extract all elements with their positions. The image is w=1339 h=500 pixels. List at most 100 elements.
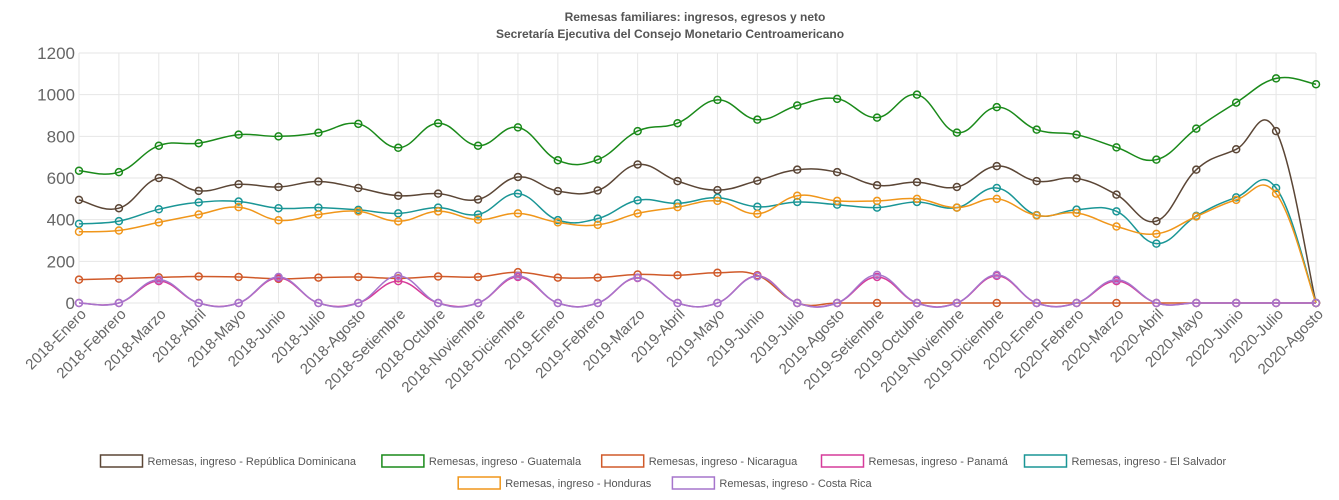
data-point[interactable] xyxy=(553,298,563,308)
data-point[interactable] xyxy=(633,273,642,282)
data-point[interactable] xyxy=(354,207,363,216)
data-point[interactable] xyxy=(114,226,124,235)
data-point[interactable] xyxy=(992,183,1002,193)
data-point[interactable] xyxy=(832,94,842,104)
data-point[interactable] xyxy=(473,298,483,308)
data-point[interactable] xyxy=(1112,222,1121,231)
data-point[interactable] xyxy=(793,191,802,200)
data-point[interactable] xyxy=(1072,298,1081,308)
data-point[interactable] xyxy=(992,298,1002,308)
data-point[interactable] xyxy=(194,198,203,207)
data-point[interactable] xyxy=(74,227,84,236)
data-point[interactable] xyxy=(952,298,962,308)
data-point[interactable] xyxy=(633,126,642,136)
data-point[interactable] xyxy=(952,203,962,212)
data-point[interactable] xyxy=(713,268,722,278)
data-point[interactable] xyxy=(274,216,283,225)
data-point[interactable] xyxy=(1032,176,1041,186)
data-point[interactable] xyxy=(274,203,283,213)
legend-item[interactable]: Remesas, ingreso - Panamá xyxy=(820,454,1009,468)
data-point[interactable] xyxy=(633,196,642,205)
data-point[interactable] xyxy=(553,273,563,282)
legend-item[interactable]: Remesas, ingreso - Guatemala xyxy=(381,454,582,468)
data-point[interactable] xyxy=(274,272,283,282)
data-point[interactable] xyxy=(753,209,762,219)
data-point[interactable] xyxy=(393,276,403,286)
data-point[interactable] xyxy=(832,298,842,308)
data-point[interactable] xyxy=(713,298,722,308)
data-point[interactable] xyxy=(314,298,323,308)
data-point[interactable] xyxy=(74,219,84,229)
data-point[interactable] xyxy=(473,272,483,282)
data-point[interactable] xyxy=(194,210,203,219)
data-point[interactable] xyxy=(1231,98,1241,107)
data-point[interactable] xyxy=(912,90,922,99)
data-point[interactable] xyxy=(194,138,203,148)
data-point[interactable] xyxy=(154,275,164,284)
data-point[interactable] xyxy=(154,218,164,227)
data-point[interactable] xyxy=(354,272,363,282)
data-point[interactable] xyxy=(553,218,563,227)
data-point[interactable] xyxy=(234,202,243,212)
data-point[interactable] xyxy=(314,210,323,219)
data-point[interactable] xyxy=(194,298,203,308)
data-point[interactable] xyxy=(992,102,1002,112)
data-point[interactable] xyxy=(872,113,882,122)
data-point[interactable] xyxy=(593,186,602,195)
data-point[interactable] xyxy=(1231,195,1241,205)
data-point[interactable] xyxy=(1192,298,1201,308)
data-point[interactable] xyxy=(593,155,602,164)
data-point[interactable] xyxy=(1231,193,1241,202)
data-point[interactable] xyxy=(314,177,323,186)
data-point[interactable] xyxy=(1192,124,1201,133)
data-point[interactable] xyxy=(433,298,443,308)
data-point[interactable] xyxy=(912,177,922,187)
data-point[interactable] xyxy=(673,176,682,186)
data-point[interactable] xyxy=(1192,212,1201,221)
data-point[interactable] xyxy=(673,271,682,280)
data-point[interactable] xyxy=(553,186,563,196)
data-point[interactable] xyxy=(793,165,802,174)
data-point[interactable] xyxy=(872,270,882,280)
data-point[interactable] xyxy=(753,176,762,185)
data-point[interactable] xyxy=(832,196,842,206)
data-point[interactable] xyxy=(1112,207,1121,216)
data-point[interactable] xyxy=(1032,125,1041,134)
data-point[interactable] xyxy=(114,298,124,308)
data-point[interactable] xyxy=(553,156,563,165)
data-point[interactable] xyxy=(473,195,483,204)
data-point[interactable] xyxy=(952,182,962,192)
data-point[interactable] xyxy=(354,119,363,129)
data-point[interactable] xyxy=(912,194,922,204)
data-point[interactable] xyxy=(393,143,403,153)
data-point[interactable] xyxy=(912,298,922,308)
data-point[interactable] xyxy=(194,186,203,196)
data-point[interactable] xyxy=(1112,275,1121,284)
data-point[interactable] xyxy=(793,298,802,308)
data-point[interactable] xyxy=(673,202,682,212)
data-point[interactable] xyxy=(274,132,283,141)
data-point[interactable] xyxy=(992,161,1002,171)
data-point[interactable] xyxy=(314,128,323,138)
data-point[interactable] xyxy=(513,172,523,182)
data-point[interactable] xyxy=(393,209,403,218)
data-point[interactable] xyxy=(74,275,84,284)
data-point[interactable] xyxy=(1072,208,1081,218)
data-point[interactable] xyxy=(114,274,124,283)
data-point[interactable] xyxy=(74,298,84,308)
data-point[interactable] xyxy=(872,196,882,206)
data-point[interactable] xyxy=(992,270,1002,280)
data-point[interactable] xyxy=(1152,298,1161,308)
data-point[interactable] xyxy=(1072,130,1081,139)
data-point[interactable] xyxy=(114,216,124,226)
data-point[interactable] xyxy=(154,173,164,183)
data-point[interactable] xyxy=(234,197,243,206)
data-point[interactable] xyxy=(433,118,443,128)
data-point[interactable] xyxy=(274,182,283,192)
data-point[interactable] xyxy=(1271,298,1281,308)
data-point[interactable] xyxy=(513,123,523,132)
data-point[interactable] xyxy=(1311,80,1321,89)
data-point[interactable] xyxy=(1192,165,1201,174)
data-point[interactable] xyxy=(234,130,243,139)
data-point[interactable] xyxy=(393,217,403,226)
